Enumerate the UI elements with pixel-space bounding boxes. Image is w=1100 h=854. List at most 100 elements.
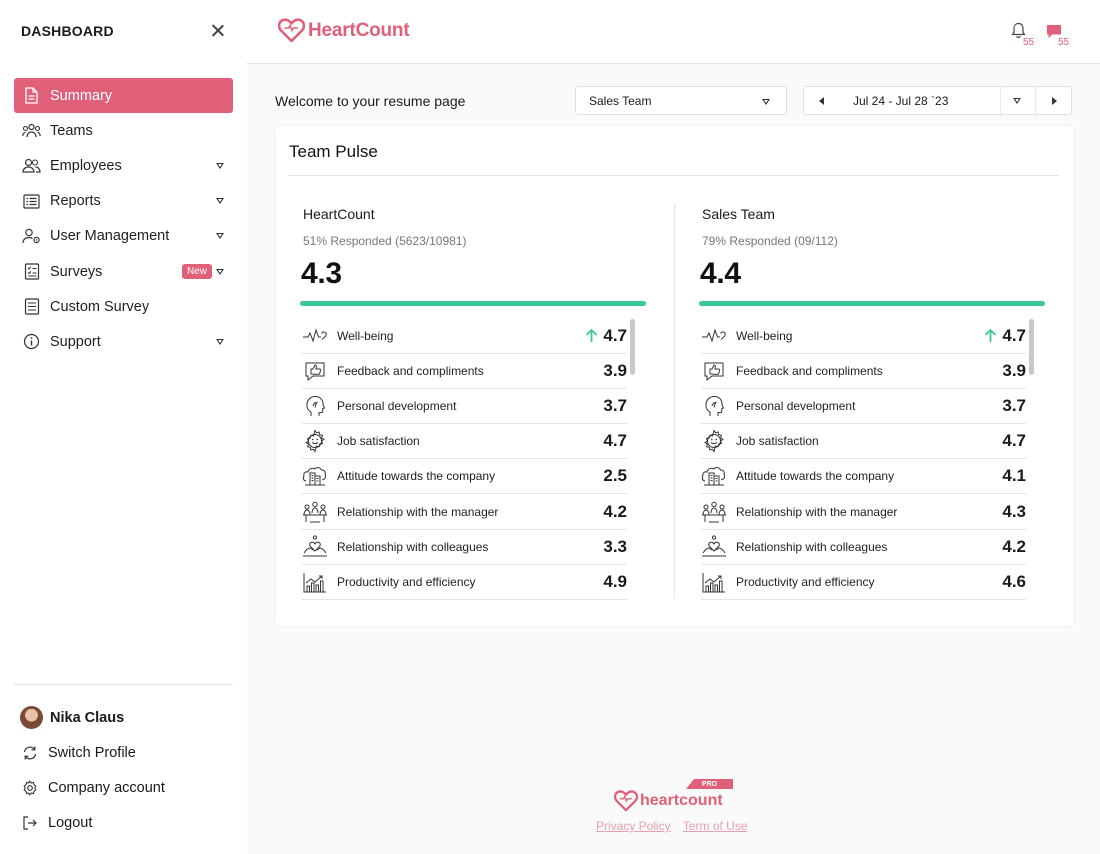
metric-label: Job satisfaction (337, 434, 420, 449)
metric-row: Feedback and compliments 3.9 (302, 354, 627, 389)
logout-icon (20, 814, 39, 833)
heartbeat-icon (302, 323, 328, 349)
overall-score: 4.3 (301, 257, 342, 290)
company-account-button[interactable]: Company account (14, 770, 233, 805)
sidebar-item-label: Support (50, 333, 101, 350)
sidebar-item-label: Employees (50, 157, 122, 174)
company-account-label: Company account (48, 779, 165, 796)
footer-logo-text: heartcount (640, 792, 723, 809)
chevron-down-icon[interactable] (216, 338, 224, 345)
metric-row: Relationship with colleagues 4.2 (701, 530, 1026, 565)
metric-value: 3.7 (603, 395, 627, 415)
metric-label: Productivity and efficiency (337, 574, 476, 589)
metric-row: Well-being 4.7 (302, 319, 627, 354)
user-settings-icon (22, 227, 41, 246)
thumbs-up-icon (701, 358, 727, 384)
terms-of-use-link[interactable]: Term of Use (682, 819, 748, 833)
pulse-column-sales-team: Sales Team 79% Responded (09/112) 4.4 We… (699, 206, 1045, 600)
column-name: Sales Team (702, 206, 775, 222)
sidebar-item-label: Teams (50, 122, 93, 139)
privacy-policy-link[interactable]: Privacy Policy (596, 819, 671, 833)
heart-logo-icon (614, 790, 638, 812)
chevron-left-icon (818, 96, 824, 105)
prev-period-button[interactable] (804, 87, 838, 114)
sidebar-item-user-management[interactable]: User Management (14, 219, 233, 254)
metric-label: Relationship with the manager (736, 504, 898, 519)
sidebar-item-support[interactable]: Support (14, 324, 233, 359)
metric-label: Well-being (337, 328, 394, 343)
footer-logo: heartcount (614, 790, 723, 812)
switch-profile-button[interactable]: Switch Profile (14, 735, 233, 770)
team-select[interactable]: Sales Team (575, 86, 787, 115)
column-divider (674, 204, 675, 598)
metric-row: Relationship with colleagues 3.3 (302, 530, 627, 565)
heartbeat-icon (701, 323, 727, 349)
chevron-down-icon[interactable] (216, 198, 224, 205)
heart-hands-icon (302, 534, 328, 560)
pulse-column-heartcount: HeartCount 51% Responded (5623/10981) 4.… (300, 206, 646, 600)
metric-value: 4.7 (603, 431, 627, 451)
info-icon (22, 332, 41, 351)
sidebar-item-label: User Management (50, 228, 170, 245)
score-bar (699, 301, 1045, 306)
scrollbar[interactable] (630, 318, 635, 375)
metric-row: Job satisfaction 4.7 (701, 424, 1026, 460)
close-icon[interactable] (211, 24, 225, 38)
profile-row[interactable]: Nika Claus (14, 700, 233, 735)
logout-button[interactable]: Logout (14, 806, 233, 841)
metric-row: Job satisfaction 4.7 (302, 424, 627, 460)
metrics-list[interactable]: Well-being 4.7 Feedback and compliments 3.9… (699, 318, 1037, 600)
metric-value: 4.9 (603, 571, 627, 591)
pro-badge: PRO (686, 779, 733, 789)
chevron-down-icon[interactable] (216, 162, 224, 169)
growth-chart-icon (302, 569, 328, 595)
metric-value: 4.7 (1002, 431, 1026, 451)
top-header: HeartCount 55 55 (247, 0, 1100, 64)
team-icon (22, 121, 41, 140)
next-period-button[interactable] (1037, 87, 1071, 114)
metric-label: Relationship with colleagues (337, 539, 489, 554)
sidebar-item-surveys[interactable]: Surveys New (14, 254, 233, 289)
meeting-icon (302, 499, 328, 525)
welcome-text: Welcome to your resume page (275, 93, 466, 109)
new-badge: New (181, 264, 212, 280)
metric-value: 3.7 (1002, 395, 1026, 415)
sidebar-item-custom-survey[interactable]: Custom Survey (14, 289, 233, 324)
team-pulse-card: Team Pulse HeartCount 51% Responded (562… (276, 126, 1073, 626)
sidebar-item-summary[interactable]: Summary (14, 78, 233, 114)
head-growth-icon (302, 393, 328, 419)
logout-label: Logout (48, 815, 93, 832)
metric-label: Feedback and compliments (736, 363, 883, 378)
chat-icon[interactable] (1046, 24, 1062, 44)
date-range-dropdown[interactable] (1000, 87, 1036, 114)
divider (289, 175, 1059, 176)
thumbs-up-icon (302, 358, 328, 384)
chevron-down-icon[interactable] (216, 268, 224, 275)
metric-row: Personal development 3.7 (701, 389, 1026, 425)
sidebar-item-reports[interactable]: Reports (14, 184, 233, 219)
metrics-list[interactable]: Well-being 4.7 Feedback and compliments 3.9… (300, 318, 638, 600)
building-thought-icon (302, 463, 328, 489)
metric-label: Job satisfaction (736, 434, 819, 449)
sidebar-item-employees[interactable]: Employees (14, 148, 233, 183)
scrollbar[interactable] (1029, 318, 1034, 375)
metric-value: 4.6 (1002, 571, 1026, 591)
sidebar-item-teams[interactable]: Teams (14, 113, 233, 148)
metric-label: Attitude towards the company (337, 469, 496, 484)
survey-icon (22, 262, 41, 281)
metric-row: Attitude towards the company 2.5 (302, 459, 627, 495)
bell-icon[interactable] (1011, 22, 1026, 44)
chevron-right-icon (1051, 96, 1057, 105)
chevron-down-icon (762, 99, 770, 105)
metric-row: Feedback and compliments 3.9 (701, 354, 1026, 389)
metric-label: Attitude towards the company (736, 469, 895, 484)
avatar (20, 706, 43, 730)
chevron-down-icon[interactable] (216, 233, 224, 240)
building-thought-icon (701, 463, 727, 489)
heartcount-logo[interactable]: HeartCount (278, 18, 410, 43)
custom-survey-icon (22, 297, 41, 316)
footer-links: Privacy Policy Term of Use (596, 819, 757, 833)
overall-score: 4.4 (700, 257, 741, 290)
team-select-value: Sales Team (589, 93, 652, 108)
smiley-gear-icon (302, 428, 328, 454)
